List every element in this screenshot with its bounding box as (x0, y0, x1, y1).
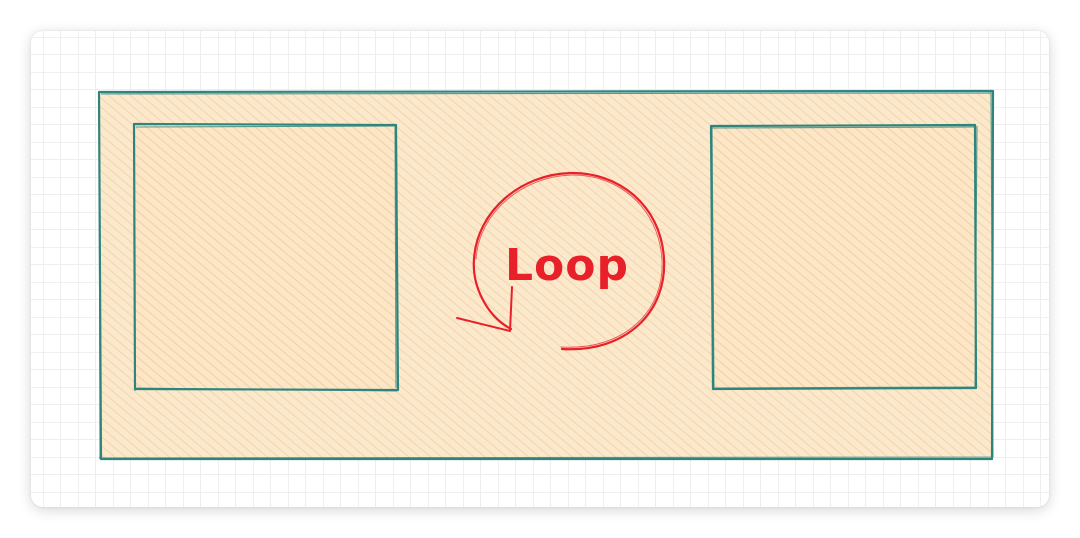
diagram-canvas (31, 31, 1049, 507)
left-box (132, 122, 400, 392)
right-box (709, 123, 978, 391)
diagram-card: Loop (31, 31, 1049, 507)
loop-arrow (456, 171, 666, 351)
